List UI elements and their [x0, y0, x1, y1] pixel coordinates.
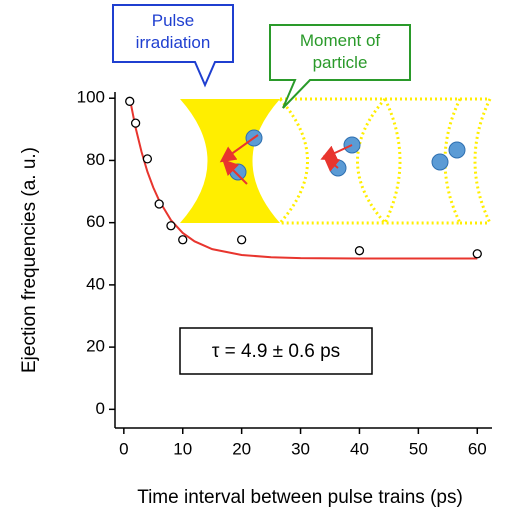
annotation: Pulse irradiation [135, 11, 211, 52]
data-point [130, 118, 141, 128]
particles [229, 129, 466, 181]
callout-box [112, 4, 234, 88]
data-point [166, 221, 176, 231]
y-tick-label: 100 [77, 88, 105, 107]
annotation: τ = 4.9 ± 0.6 ps [212, 341, 340, 362]
x-tick-label: 10 [173, 439, 192, 458]
y-tick-label: 60 [86, 212, 105, 231]
data-point [236, 235, 247, 245]
y-tick-label: 40 [86, 274, 105, 293]
momentum-arrows [219, 134, 353, 185]
x-tick-label: 40 [350, 439, 369, 458]
data-point [154, 199, 164, 209]
x-tick-label: 30 [291, 439, 310, 458]
fit-line [128, 98, 478, 260]
data-point [178, 235, 188, 245]
data-point [354, 246, 365, 256]
annotation: Moment of particle [299, 31, 381, 72]
y-axis-label: Ejection frequencies (a. u.) [19, 147, 40, 373]
y-tick-label: 0 [96, 399, 105, 418]
x-tick-label: 20 [232, 439, 251, 458]
pulse-outline [276, 97, 492, 225]
data-point [125, 96, 135, 106]
callout-box [269, 24, 411, 109]
pulse-shape [180, 99, 280, 223]
y-tick-label: 20 [86, 337, 105, 356]
x-axis-label: Time interval between pulse trains (ps) [137, 487, 463, 508]
y-tick-label: 80 [86, 150, 105, 169]
data-point [142, 154, 153, 164]
data-point [472, 249, 482, 259]
x-tick-label: 60 [468, 439, 487, 458]
annotation-box [179, 327, 373, 375]
x-tick-label: 50 [409, 439, 428, 458]
x-tick-label: 0 [119, 439, 128, 458]
